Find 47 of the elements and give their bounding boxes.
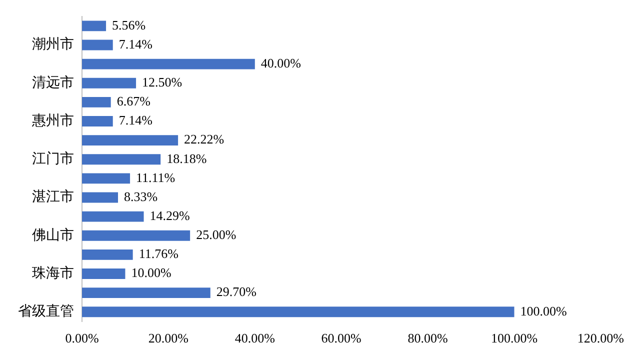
y-tick-label: 清远市 — [32, 74, 74, 91]
bar — [82, 116, 113, 126]
bar — [82, 173, 130, 184]
data-label: 5.56% — [112, 17, 146, 32]
x-tick-label: 60.00% — [321, 330, 362, 346]
y-tick-label: 珠海市 — [32, 265, 74, 282]
bar — [82, 78, 136, 88]
data-label: 29.70% — [216, 284, 257, 300]
data-label: 12.50% — [142, 74, 182, 90]
data-label: 22.22% — [184, 132, 224, 147]
data-label: 18.18% — [166, 150, 207, 166]
data-label: 14.29% — [150, 208, 190, 223]
bar — [82, 249, 133, 260]
bar — [82, 40, 113, 50]
bar — [82, 154, 161, 165]
y-tick-label: 江门市 — [32, 151, 74, 168]
data-label: 100.00% — [520, 303, 568, 318]
bar — [82, 135, 178, 146]
y-tick-label: 潮州市 — [32, 36, 74, 53]
bar — [82, 230, 190, 241]
data-label: 7.14% — [118, 112, 153, 128]
bar — [82, 211, 144, 222]
y-tick-label: 佛山市 — [32, 227, 74, 244]
data-label: 8.33% — [124, 188, 158, 204]
x-tick-label: 80.00% — [408, 330, 448, 346]
x-tick-label: 100.00% — [490, 330, 538, 346]
data-label: 11.11% — [136, 170, 176, 185]
bar — [82, 96, 111, 108]
data-label: 25.00% — [196, 227, 236, 242]
y-tick-label: 惠州市 — [31, 112, 74, 129]
bar — [82, 268, 126, 279]
bar — [82, 288, 210, 298]
data-label: 6.67% — [116, 94, 151, 109]
data-label: 11.76% — [138, 246, 179, 262]
bar — [82, 192, 118, 203]
bar — [82, 20, 106, 32]
x-tick-label: 40.00% — [234, 330, 276, 346]
x-tick-label: 0.00% — [65, 330, 99, 346]
y-tick-label: 湛江市 — [32, 189, 74, 206]
data-label: 40.00% — [260, 55, 302, 70]
data-label: 10.00% — [131, 265, 172, 280]
y-tick-label: 省级直管 — [18, 304, 74, 320]
bar — [82, 306, 514, 318]
data-label: 7.14% — [118, 36, 153, 52]
x-tick-label: 20.00% — [148, 330, 189, 346]
bar — [82, 58, 255, 70]
x-tick-label: 120.00% — [577, 330, 624, 346]
